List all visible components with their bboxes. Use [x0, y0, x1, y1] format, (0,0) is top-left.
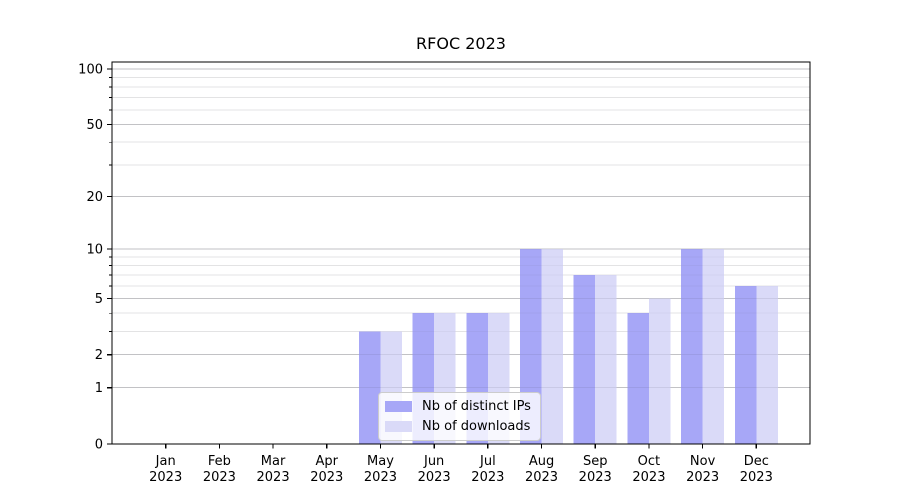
y-tick-label: 2 — [95, 348, 103, 363]
legend-label-distinct-ips: Nb of distinct IPs — [422, 399, 531, 414]
x-tick-label-year: 2023 — [525, 470, 558, 485]
x-tick-label-month: Jan — [155, 454, 176, 469]
x-tick-label-month: Sep — [583, 454, 608, 469]
x-tick-label-year: 2023 — [418, 470, 451, 485]
bar-sep-distinct-ips — [573, 275, 596, 444]
x-tick-label-year: 2023 — [471, 470, 504, 485]
legend-swatch-distinct-ips — [385, 401, 412, 412]
x-tick-label-month: Feb — [208, 454, 231, 469]
x-tick-label-year: 2023 — [310, 470, 343, 485]
bar-oct-distinct-ips — [627, 313, 649, 444]
y-tick-label: 5 — [95, 292, 103, 307]
y-tick-label: 20 — [86, 190, 103, 205]
x-tick-label-month: Aug — [529, 454, 554, 469]
y-tick-label: 0 — [95, 438, 103, 453]
x-tick-label-month: Jun — [423, 454, 444, 469]
y-tick-label: 1 — [95, 381, 103, 396]
chart-title: RFOC 2023 — [416, 34, 506, 53]
x-tick-label-month: May — [367, 454, 394, 469]
x-tick-label-month: Dec — [744, 454, 769, 469]
bar-dec-downloads — [756, 285, 778, 444]
x-tick-label-year: 2023 — [364, 470, 397, 485]
bar-nov-downloads — [702, 249, 725, 444]
legend-item-downloads: Nb of downloads — [385, 418, 531, 435]
x-tick-label-year: 2023 — [579, 470, 612, 485]
bar-sep-downloads — [595, 275, 617, 444]
y-tick-label: 10 — [86, 243, 103, 258]
legend-label-downloads: Nb of downloads — [422, 419, 531, 434]
x-tick-label-month: Nov — [690, 454, 716, 469]
x-tick-label-year: 2023 — [740, 470, 773, 485]
bar-nov-distinct-ips — [681, 249, 703, 444]
plot-box — [111, 61, 811, 445]
legend: Nb of distinct IPs Nb of downloads — [378, 392, 541, 441]
bar-may-distinct-ips — [358, 331, 381, 444]
y-tick-label: 100 — [78, 62, 103, 77]
x-tick-label-year: 2023 — [632, 470, 665, 485]
bar-oct-downloads — [648, 298, 671, 444]
bar-dec-distinct-ips — [734, 285, 757, 444]
x-tick-label-month: Mar — [261, 454, 286, 469]
legend-item-distinct-ips: Nb of distinct IPs — [385, 398, 531, 415]
x-tick-label-month: Apr — [316, 454, 339, 469]
legend-swatch-downloads — [385, 421, 412, 432]
x-tick-label-month: Jul — [479, 454, 496, 469]
x-tick-label-year: 2023 — [149, 470, 182, 485]
x-tick-label-year: 2023 — [257, 470, 290, 485]
x-tick-label-year: 2023 — [686, 470, 719, 485]
bar-aug-downloads — [541, 249, 564, 444]
x-tick-label-month: Oct — [638, 454, 660, 469]
y-tick-label: 50 — [86, 118, 103, 133]
x-tick-label-year: 2023 — [203, 470, 236, 485]
